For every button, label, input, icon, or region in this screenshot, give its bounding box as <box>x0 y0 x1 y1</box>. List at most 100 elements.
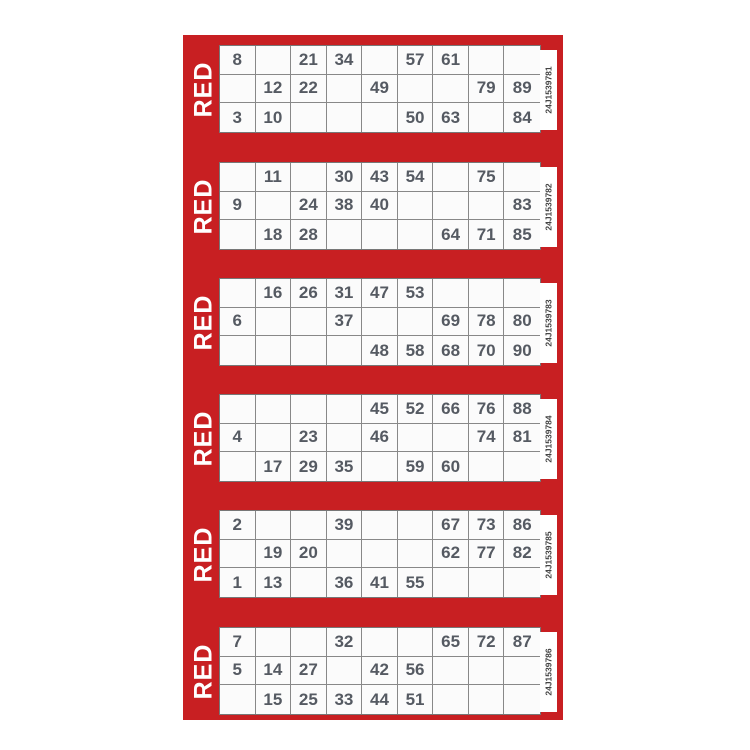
ticket-color-label: RED <box>189 510 218 598</box>
ticket-cell: 57 <box>397 46 434 75</box>
ticket-serial: 24J1539782 <box>540 167 557 247</box>
ticket-cell <box>255 191 292 221</box>
ticket-cell <box>362 539 398 569</box>
ticket-cell: 49 <box>362 74 398 104</box>
ticket-label-text: RED <box>189 643 218 699</box>
ticket-cell: 85 <box>504 220 540 249</box>
ticket-cell <box>433 656 469 686</box>
ticket-grid: 11 30 43 54 75 9 24 38 40 83 18 28 64 71 85 <box>219 162 541 250</box>
bingo-ticket: RED 16 26 31 47 53 6 37 69 78 80 48 58 68 70 90 24J15397… <box>183 278 563 366</box>
ticket-cell <box>255 307 292 337</box>
ticket-cell <box>326 74 363 104</box>
ticket-cell: 14 <box>255 656 292 686</box>
ticket-label-text: RED <box>189 526 218 582</box>
ticket-grid: 16 26 31 47 53 6 37 69 78 80 48 58 68 70 90 <box>219 278 541 366</box>
ticket-cell: 5 <box>220 656 256 686</box>
ticket-serial: 24J1539783 <box>540 283 557 363</box>
bingo-ticket: RED 8 21 34 57 61 12 22 49 79 89 3 10 50 63 84 24J153978… <box>183 45 563 133</box>
ticket-cell: 55 <box>397 568 434 597</box>
ticket-cell <box>468 103 505 132</box>
ticket-cell <box>433 74 469 104</box>
ticket-cell: 62 <box>433 539 469 569</box>
ticket-cell: 71 <box>468 220 505 249</box>
ticket-cell: 65 <box>433 628 469 657</box>
ticket-cell: 9 <box>220 191 256 221</box>
ticket-cell <box>433 685 469 714</box>
ticket-cell: 30 <box>326 163 363 192</box>
ticket-color-label: RED <box>189 627 218 715</box>
ticket-cell <box>255 628 292 657</box>
ticket-cell <box>468 46 505 75</box>
ticket-cell: 6 <box>220 307 256 337</box>
ticket-cell <box>433 279 469 308</box>
ticket-cell <box>504 685 540 714</box>
ticket-cell <box>504 656 540 686</box>
ticket-cell: 64 <box>433 220 469 249</box>
ticket-cell: 42 <box>362 656 398 686</box>
ticket-cell <box>291 395 327 424</box>
ticket-serial: 24J1539781 <box>540 50 557 130</box>
ticket-cell: 3 <box>220 103 256 132</box>
ticket-cell: 75 <box>468 163 505 192</box>
ticket-cell <box>433 191 469 221</box>
ticket-cell: 47 <box>362 279 398 308</box>
ticket-cell: 78 <box>468 307 505 337</box>
ticket-grid: 7 32 65 72 87 5 14 27 42 56 15 25 33 44 51 <box>219 627 541 715</box>
ticket-cell: 70 <box>468 336 505 365</box>
ticket-cell: 59 <box>397 452 434 481</box>
ticket-cell: 22 <box>291 74 327 104</box>
ticket-cell <box>468 568 505 597</box>
ticket-cell <box>291 307 327 337</box>
ticket-cell: 28 <box>291 220 327 249</box>
ticket-cell: 31 <box>326 279 363 308</box>
ticket-cell: 76 <box>468 395 505 424</box>
ticket-cell <box>362 220 398 249</box>
ticket-cell: 44 <box>362 685 398 714</box>
ticket-cell <box>362 628 398 657</box>
ticket-cell: 24 <box>291 191 327 221</box>
ticket-cell: 26 <box>291 279 327 308</box>
ticket-cell <box>255 46 292 75</box>
ticket-cell: 52 <box>397 395 434 424</box>
ticket-cell: 69 <box>433 307 469 337</box>
ticket-label-text: RED <box>189 61 218 117</box>
ticket-cell <box>220 336 256 365</box>
ticket-cell: 8 <box>220 46 256 75</box>
ticket-cell <box>468 279 505 308</box>
ticket-cell <box>220 163 256 192</box>
ticket-color-label: RED <box>189 45 218 133</box>
ticket-cell: 87 <box>504 628 540 657</box>
ticket-cell: 19 <box>255 539 292 569</box>
ticket-cell <box>255 423 292 453</box>
ticket-cell: 18 <box>255 220 292 249</box>
ticket-cell: 79 <box>468 74 505 104</box>
ticket-cell: 68 <box>433 336 469 365</box>
ticket-color-label: RED <box>190 394 218 482</box>
ticket-cell: 45 <box>362 395 398 424</box>
ticket-cell <box>397 539 434 569</box>
ticket-cell: 81 <box>504 423 540 453</box>
ticket-cell: 34 <box>326 46 363 75</box>
ticket-cell: 33 <box>326 685 363 714</box>
ticket-cell: 1 <box>220 568 256 597</box>
ticket-label-text: RED <box>189 178 218 234</box>
ticket-cell: 2 <box>220 511 256 540</box>
ticket-cell <box>397 74 434 104</box>
ticket-cell: 83 <box>504 191 540 221</box>
ticket-cell <box>255 511 292 540</box>
ticket-cell: 17 <box>255 452 292 481</box>
ticket-cell: 80 <box>504 307 540 337</box>
ticket-cell <box>504 568 540 597</box>
ticket-cell: 74 <box>468 423 505 453</box>
ticket-cell: 36 <box>326 568 363 597</box>
ticket-cell: 12 <box>255 74 292 104</box>
ticket-cell <box>468 656 505 686</box>
ticket-cell <box>220 279 256 308</box>
ticket-grid: 45 52 66 76 88 4 23 46 74 81 17 29 35 59 60 <box>219 394 541 482</box>
ticket-cell <box>397 628 434 657</box>
ticket-cell: 25 <box>291 685 327 714</box>
ticket-cell <box>326 395 363 424</box>
ticket-cell: 50 <box>397 103 434 132</box>
ticket-cell <box>397 307 434 337</box>
serial-number: 24J1539782 <box>543 183 554 231</box>
